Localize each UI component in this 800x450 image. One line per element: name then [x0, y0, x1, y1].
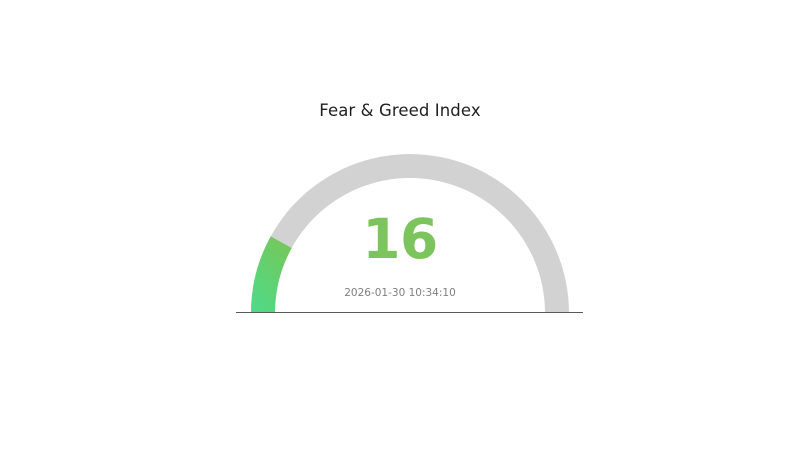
gauge-timestamp-text: 2026-01-30 10:34:10: [344, 287, 456, 299]
gauge-baseline-rule: [236, 312, 583, 313]
gauge-svg: [251, 154, 569, 313]
page-title: Fear & Greed Index: [319, 101, 481, 120]
gauge-track-arc: [251, 154, 569, 313]
gauge-widget: [251, 154, 569, 314]
gauge-value-arc: [251, 236, 292, 313]
gauge-value-text: 16: [362, 207, 438, 271]
